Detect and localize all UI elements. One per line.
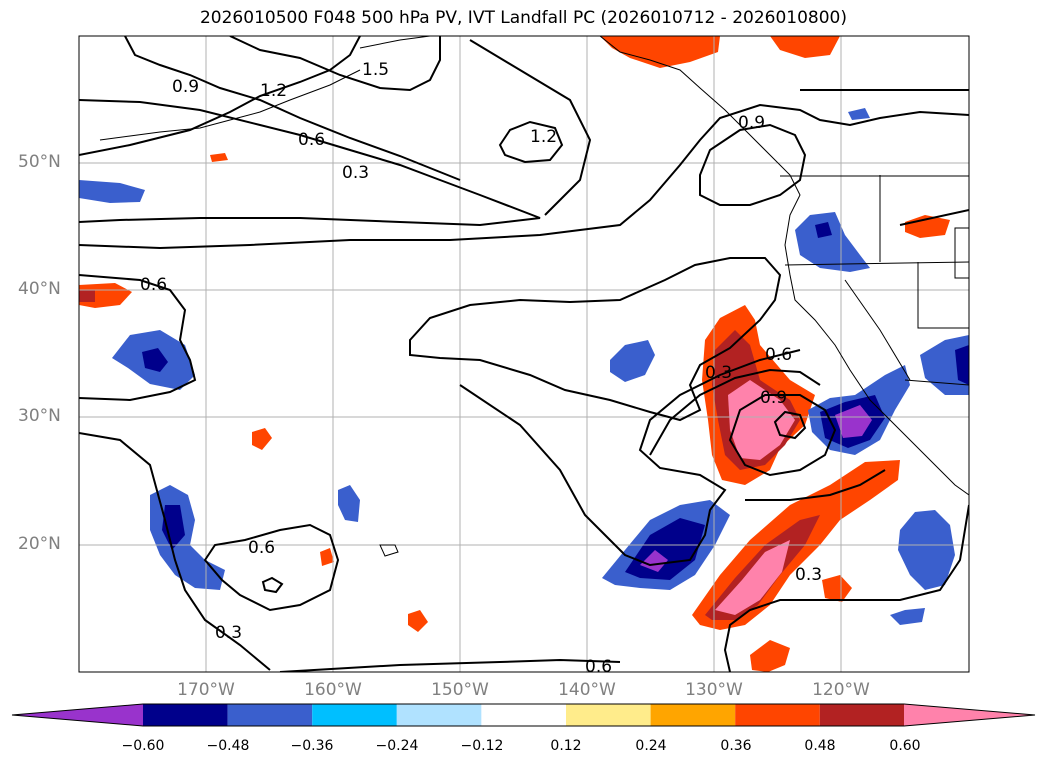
pv-contours <box>79 36 969 672</box>
colorbar-swatch <box>312 704 397 726</box>
map-title: 2026010500 F048 500 hPa PV, IVT Landfall… <box>199 8 847 28</box>
colorbar-tick: 0.12 <box>550 738 582 754</box>
colorbar-swatch <box>143 704 228 726</box>
lon-label: 160°W <box>304 680 362 700</box>
contour-label: 0.3 <box>215 623 242 643</box>
contour-label: 0.6 <box>140 275 167 295</box>
colorbar-tick: 0.60 <box>889 738 921 754</box>
contour-label: 0.9 <box>172 77 199 97</box>
contour-labels: 1.5 0.9 1.2 0.6 0.3 1.2 0.9 0.6 0.6 0.3 … <box>140 60 822 677</box>
lon-label: 140°W <box>558 680 616 700</box>
colorbar-swatch <box>396 704 482 726</box>
lat-label: 20°N <box>18 534 61 554</box>
colorbar-tick: 0.36 <box>720 738 752 754</box>
colorbar-tick: −0.48 <box>206 738 250 754</box>
lon-label: 120°W <box>812 680 870 700</box>
lon-label: 130°W <box>685 680 743 700</box>
colorbar-swatch <box>481 704 566 726</box>
colorbar-tick: 0.48 <box>804 738 836 754</box>
contour-label: 1.5 <box>362 60 389 80</box>
colorbar-outline <box>11 703 1036 727</box>
colorbar-swatch <box>227 704 313 726</box>
colorbar-tick: −0.60 <box>121 738 165 754</box>
contour-label: 1.2 <box>530 127 557 147</box>
contour-label: 0.6 <box>585 657 612 677</box>
lon-label: 170°W <box>177 680 235 700</box>
colorbar-tick: 0.24 <box>635 738 667 754</box>
contour-label: 0.9 <box>738 113 765 133</box>
colorbar-swatch <box>904 704 1035 726</box>
colorbar-tick: −0.12 <box>460 738 504 754</box>
graticule <box>79 36 969 672</box>
contour-label: 0.6 <box>765 345 792 365</box>
colorbar-tick: −0.36 <box>290 738 334 754</box>
lat-label: 50°N <box>18 152 61 172</box>
contour-label: 0.6 <box>298 130 325 150</box>
plot-frame <box>78 35 970 673</box>
contour-label: 0.3 <box>705 363 732 383</box>
colorbar <box>11 703 1036 727</box>
contour-label: 1.2 <box>260 81 287 101</box>
contour-label: 0.3 <box>795 565 822 585</box>
lat-label: 30°N <box>18 406 61 426</box>
plot-background <box>79 36 969 672</box>
colorbar-swatch <box>566 704 651 726</box>
coastlines <box>99 36 969 557</box>
colorbar-tick: −0.24 <box>375 738 419 754</box>
colorbar-swatch <box>12 704 143 726</box>
lon-label: 150°W <box>431 680 489 700</box>
lat-label: 40°N <box>18 279 61 299</box>
contour-label: 0.6 <box>248 538 275 558</box>
contour-label: 0.9 <box>760 388 787 408</box>
colorbar-swatch <box>735 704 820 726</box>
contour-label: 0.3 <box>342 163 369 183</box>
colorbar-swatch <box>650 704 736 726</box>
colorbar-swatch <box>819 704 905 726</box>
